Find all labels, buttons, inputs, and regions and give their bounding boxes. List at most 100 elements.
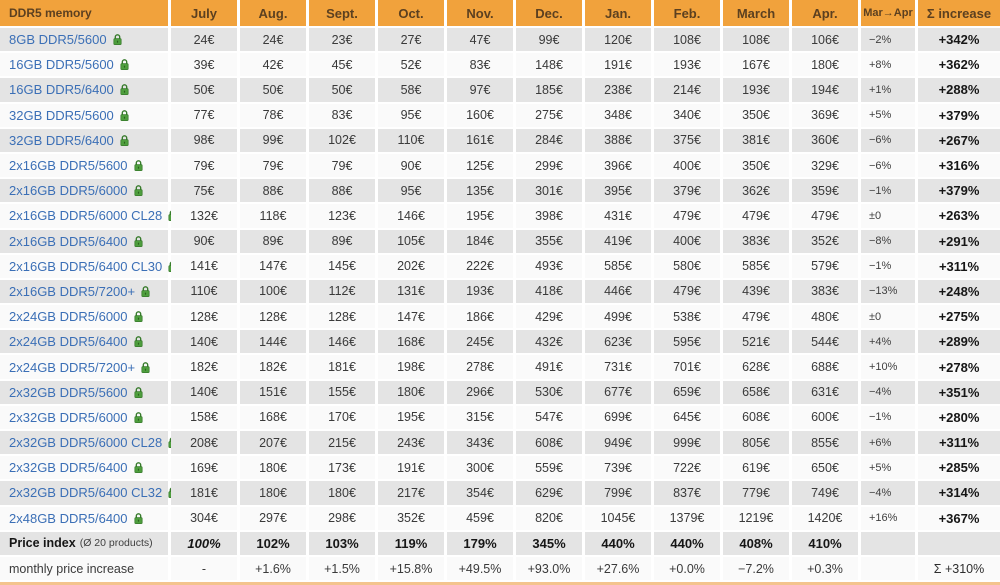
price-cell: 629€ <box>516 481 582 505</box>
price-cell: 623€ <box>585 330 651 354</box>
price-cell: 191€ <box>585 53 651 77</box>
product-link[interactable]: 2x32GB DDR5/5600 <box>9 384 128 400</box>
product-link[interactable]: 2x16GB DDR5/5600 <box>9 158 128 174</box>
price-cell: 779€ <box>723 481 789 505</box>
change-cell: −1% <box>861 179 915 203</box>
change-cell: +4% <box>861 330 915 354</box>
total-cell: +316% <box>918 153 1000 178</box>
table-row: 2x32GB DDR5/5600 140€ 151€ 155€ 180€ 296€ 530… <box>0 380 1000 404</box>
price-cell: 1045€ <box>585 506 651 530</box>
change-cell: +6% <box>861 431 915 455</box>
product-link[interactable]: 2x16GB DDR5/6400 CL30 <box>9 258 163 274</box>
change-cell: +1% <box>861 78 915 102</box>
price-cell: 83€ <box>447 53 513 77</box>
product-cell: 8GB DDR5/5600 <box>0 28 168 52</box>
total-cell: +285% <box>918 456 1000 480</box>
price-cell: 79€ <box>171 153 237 178</box>
product-link[interactable]: 2x32GB DDR5/6000 <box>9 409 128 425</box>
price-cell: 369€ <box>792 103 858 127</box>
product-cell: 2x24GB DDR5/6400 <box>0 330 168 354</box>
product-link[interactable]: 2x32GB DDR5/6000 CL28 <box>9 435 163 451</box>
price-cell: 147€ <box>240 254 306 278</box>
price-cell: 195€ <box>447 204 513 228</box>
table-row: 2x24GB DDR5/7200+ 182€ 182€ 181€ 198€ 278€ 49… <box>0 355 1000 379</box>
product-link[interactable]: 2x32GB DDR5/6400 CL32 <box>9 485 163 501</box>
price-cell: 105€ <box>378 229 444 253</box>
lock-icon <box>133 411 144 424</box>
product-link[interactable]: 2x24GB DDR5/6000 <box>9 309 128 325</box>
total-cell: +311% <box>918 431 1000 455</box>
product-link[interactable]: 32GB DDR5/6400 <box>9 132 114 148</box>
product-link[interactable]: 16GB DDR5/6400 <box>9 82 114 98</box>
table-row: 2x24GB DDR5/6000 128€ 128€ 128€ 147€ 186€ 429… <box>0 305 1000 329</box>
header-total-column: Σ increase <box>918 0 1000 26</box>
product-cell: 2x24GB DDR5/7200+ <box>0 355 168 379</box>
price-cell: 521€ <box>723 330 789 354</box>
price-cell: 90€ <box>378 153 444 178</box>
price-cell: 110€ <box>171 279 237 304</box>
price-cell: 207€ <box>240 431 306 455</box>
price-cell: 168€ <box>240 405 306 429</box>
price-cell: 108€ <box>723 28 789 52</box>
monthly-increase-value: +1.5% <box>309 556 375 581</box>
product-link[interactable]: 2x24GB DDR5/6400 <box>9 334 128 350</box>
price-cell: 193€ <box>654 53 720 77</box>
price-cell: 79€ <box>309 153 375 178</box>
price-cell: 949€ <box>585 431 651 455</box>
table-row: 32GB DDR5/6400 98€ 99€ 102€ 110€ 161€ 284€ 388… <box>0 128 1000 152</box>
product-link[interactable]: 2x16GB DDR5/6400 <box>9 233 128 249</box>
table-row: 2x32GB DDR5/6000 CL28 208€ 207€ 215€ 243€ 34… <box>0 431 1000 455</box>
total-cell: +263% <box>918 204 1000 228</box>
product-link[interactable]: 2x48GB DDR5/6400 <box>9 510 128 526</box>
price-cell: 184€ <box>447 229 513 253</box>
product-cell: 2x32GB DDR5/6400 CL32 <box>0 481 177 505</box>
price-cell: 600€ <box>792 405 858 429</box>
monthly-increase-value: +0.0% <box>654 556 720 581</box>
price-cell: 820€ <box>516 506 582 530</box>
monthly-increase-value: +15.8% <box>378 556 444 581</box>
price-cell: 95€ <box>378 179 444 203</box>
product-link[interactable]: 2x16GB DDR5/6000 <box>9 183 128 199</box>
product-cell: 2x32GB DDR5/6000 <box>0 405 168 429</box>
price-cell: 50€ <box>240 78 306 102</box>
product-link[interactable]: 32GB DDR5/5600 <box>9 107 114 123</box>
price-cell: 238€ <box>585 78 651 102</box>
change-cell: −6% <box>861 153 915 178</box>
product-cell: 2x48GB DDR5/6400 <box>0 506 168 530</box>
price-cell: 146€ <box>309 330 375 354</box>
product-link[interactable]: 8GB DDR5/5600 <box>9 32 107 48</box>
price-index-note: (Ø 20 products) <box>79 537 153 550</box>
total-cell: +280% <box>918 405 1000 429</box>
price-cell: 379€ <box>654 179 720 203</box>
table-header-row: DDR5 memory July Aug. Sept. Oct. Nov. Dec. Jan.… <box>0 0 1000 26</box>
total-cell: +351% <box>918 380 1000 404</box>
product-cell: 16GB DDR5/6400 <box>0 78 168 102</box>
price-cell: 186€ <box>447 305 513 329</box>
product-link[interactable]: 16GB DDR5/5600 <box>9 57 114 73</box>
price-cell: 99€ <box>516 28 582 52</box>
price-cell: 128€ <box>309 305 375 329</box>
price-cell: 141€ <box>171 254 237 278</box>
header-month: Dec. <box>516 0 582 26</box>
price-cell: 140€ <box>171 380 237 404</box>
price-cell: 168€ <box>378 330 444 354</box>
price-cell: 499€ <box>585 305 651 329</box>
price-cell: 173€ <box>309 456 375 480</box>
product-cell: 2x16GB DDR5/6000 CL28 <box>0 204 177 228</box>
price-index-row: Price index (Ø 20 products) 100% 102% 103% 11… <box>0 531 1000 555</box>
change-cell: +10% <box>861 355 915 379</box>
product-link[interactable]: 2x16GB DDR5/7200+ <box>9 283 136 299</box>
price-cell: 749€ <box>792 481 858 505</box>
price-cell: 739€ <box>585 456 651 480</box>
price-cell: 100€ <box>240 279 306 304</box>
price-index-change-cell <box>861 531 915 555</box>
product-link[interactable]: 2x24GB DDR5/7200+ <box>9 359 136 375</box>
price-index-value: 345% <box>516 531 582 555</box>
product-link[interactable]: 2x16GB DDR5/6000 CL28 <box>9 208 163 224</box>
price-cell: 118€ <box>240 204 306 228</box>
lock-icon <box>133 335 144 348</box>
product-link[interactable]: 2x32GB DDR5/6400 <box>9 460 128 476</box>
header-month: Sept. <box>309 0 375 26</box>
total-cell: +379% <box>918 179 1000 203</box>
price-cell: 146€ <box>378 204 444 228</box>
